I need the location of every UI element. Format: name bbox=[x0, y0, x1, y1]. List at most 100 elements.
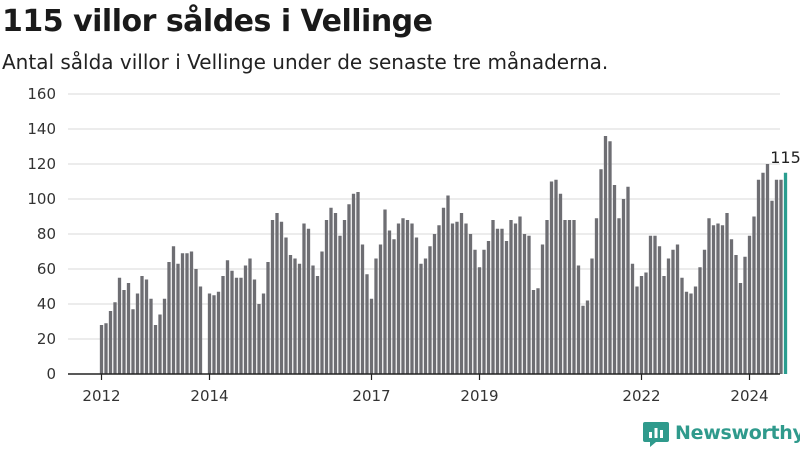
bar bbox=[585, 300, 590, 374]
bar bbox=[549, 181, 554, 374]
bar bbox=[572, 220, 576, 374]
bar bbox=[468, 234, 473, 374]
bar bbox=[149, 298, 153, 374]
bar bbox=[491, 220, 495, 374]
bar bbox=[122, 290, 126, 374]
bar bbox=[711, 225, 716, 374]
bar bbox=[621, 199, 626, 374]
bar bbox=[198, 286, 203, 374]
bar bbox=[702, 249, 707, 374]
chart-subtitle: Antal sålda villor i Vellinge under de s… bbox=[2, 50, 609, 74]
bar bbox=[423, 258, 428, 374]
bar bbox=[216, 291, 221, 374]
bar bbox=[284, 237, 288, 374]
bar bbox=[495, 228, 500, 374]
bar bbox=[752, 216, 756, 374]
x-tick-label: 2012 bbox=[82, 387, 120, 405]
bar bbox=[144, 279, 149, 374]
bar bbox=[653, 235, 657, 374]
bar bbox=[540, 244, 545, 374]
x-tick-label: 2017 bbox=[352, 387, 390, 405]
y-tick-label: 80 bbox=[37, 225, 56, 243]
bar bbox=[522, 234, 527, 374]
bar bbox=[698, 267, 702, 374]
bar bbox=[671, 249, 675, 374]
bar bbox=[558, 193, 563, 374]
bar bbox=[459, 213, 464, 374]
bar bbox=[477, 267, 482, 374]
bar bbox=[185, 253, 189, 374]
y-axis: 0 20 40 60 80 100 120 140 160 bbox=[27, 85, 56, 383]
bar bbox=[167, 262, 171, 374]
bar bbox=[392, 239, 396, 374]
bar bbox=[473, 249, 477, 374]
bar bbox=[437, 225, 441, 374]
bar bbox=[351, 193, 356, 374]
bar bbox=[297, 263, 302, 374]
bar bbox=[140, 276, 144, 374]
bar bbox=[153, 325, 158, 374]
bar bbox=[252, 279, 257, 374]
bar bbox=[428, 246, 432, 374]
bar bbox=[599, 169, 603, 374]
bar bbox=[680, 277, 684, 374]
y-tick-label: 120 bbox=[27, 155, 56, 173]
bar bbox=[347, 204, 351, 374]
brand-logo: Newsworthy bbox=[643, 418, 800, 448]
bar bbox=[158, 314, 162, 374]
bar bbox=[567, 220, 572, 374]
bar bbox=[135, 293, 140, 374]
bar bbox=[99, 325, 104, 374]
bar bbox=[527, 235, 531, 374]
bar bbox=[320, 251, 324, 374]
bar bbox=[410, 223, 414, 374]
x-tick-label: 2022 bbox=[622, 387, 660, 405]
bar bbox=[333, 213, 338, 374]
bar bbox=[513, 223, 518, 374]
bar bbox=[518, 216, 522, 374]
bar bbox=[635, 286, 639, 374]
bar bbox=[464, 223, 468, 374]
bar bbox=[743, 256, 747, 374]
bar bbox=[243, 265, 248, 374]
y-tick-label: 20 bbox=[37, 330, 56, 348]
bar bbox=[302, 223, 306, 374]
y-tick-label: 160 bbox=[27, 85, 56, 103]
bar bbox=[270, 220, 275, 374]
x-tick-label: 2014 bbox=[190, 387, 228, 405]
y-tick-label: 140 bbox=[27, 120, 56, 138]
bar bbox=[275, 213, 279, 374]
x-tick-label: 2024 bbox=[730, 387, 768, 405]
bar bbox=[576, 265, 581, 374]
bar bbox=[342, 220, 347, 374]
bar bbox=[126, 283, 131, 374]
bar bbox=[450, 223, 455, 374]
bar bbox=[707, 218, 711, 374]
bar bbox=[387, 230, 392, 374]
bar bbox=[369, 298, 374, 374]
bar bbox=[207, 293, 212, 374]
bar bbox=[612, 185, 617, 374]
bar bbox=[734, 255, 738, 374]
bar bbox=[504, 241, 509, 374]
bar bbox=[639, 276, 644, 374]
bar bbox=[684, 291, 689, 374]
bar bbox=[378, 244, 383, 374]
bar bbox=[239, 277, 243, 374]
bar bbox=[581, 305, 585, 374]
bar bbox=[432, 234, 437, 374]
bar bbox=[590, 258, 594, 374]
bar bbox=[720, 225, 725, 374]
bar bbox=[360, 244, 365, 374]
bar bbox=[194, 269, 198, 374]
bar bbox=[675, 244, 680, 374]
y-tick-label: 0 bbox=[46, 365, 56, 383]
last-value-annotation: 115 bbox=[770, 148, 800, 167]
bar bbox=[324, 220, 329, 374]
bar bbox=[419, 263, 423, 374]
bar bbox=[747, 235, 752, 374]
bar bbox=[356, 192, 360, 374]
bar bbox=[729, 239, 734, 374]
bar bbox=[261, 293, 266, 374]
bar bbox=[689, 293, 693, 374]
